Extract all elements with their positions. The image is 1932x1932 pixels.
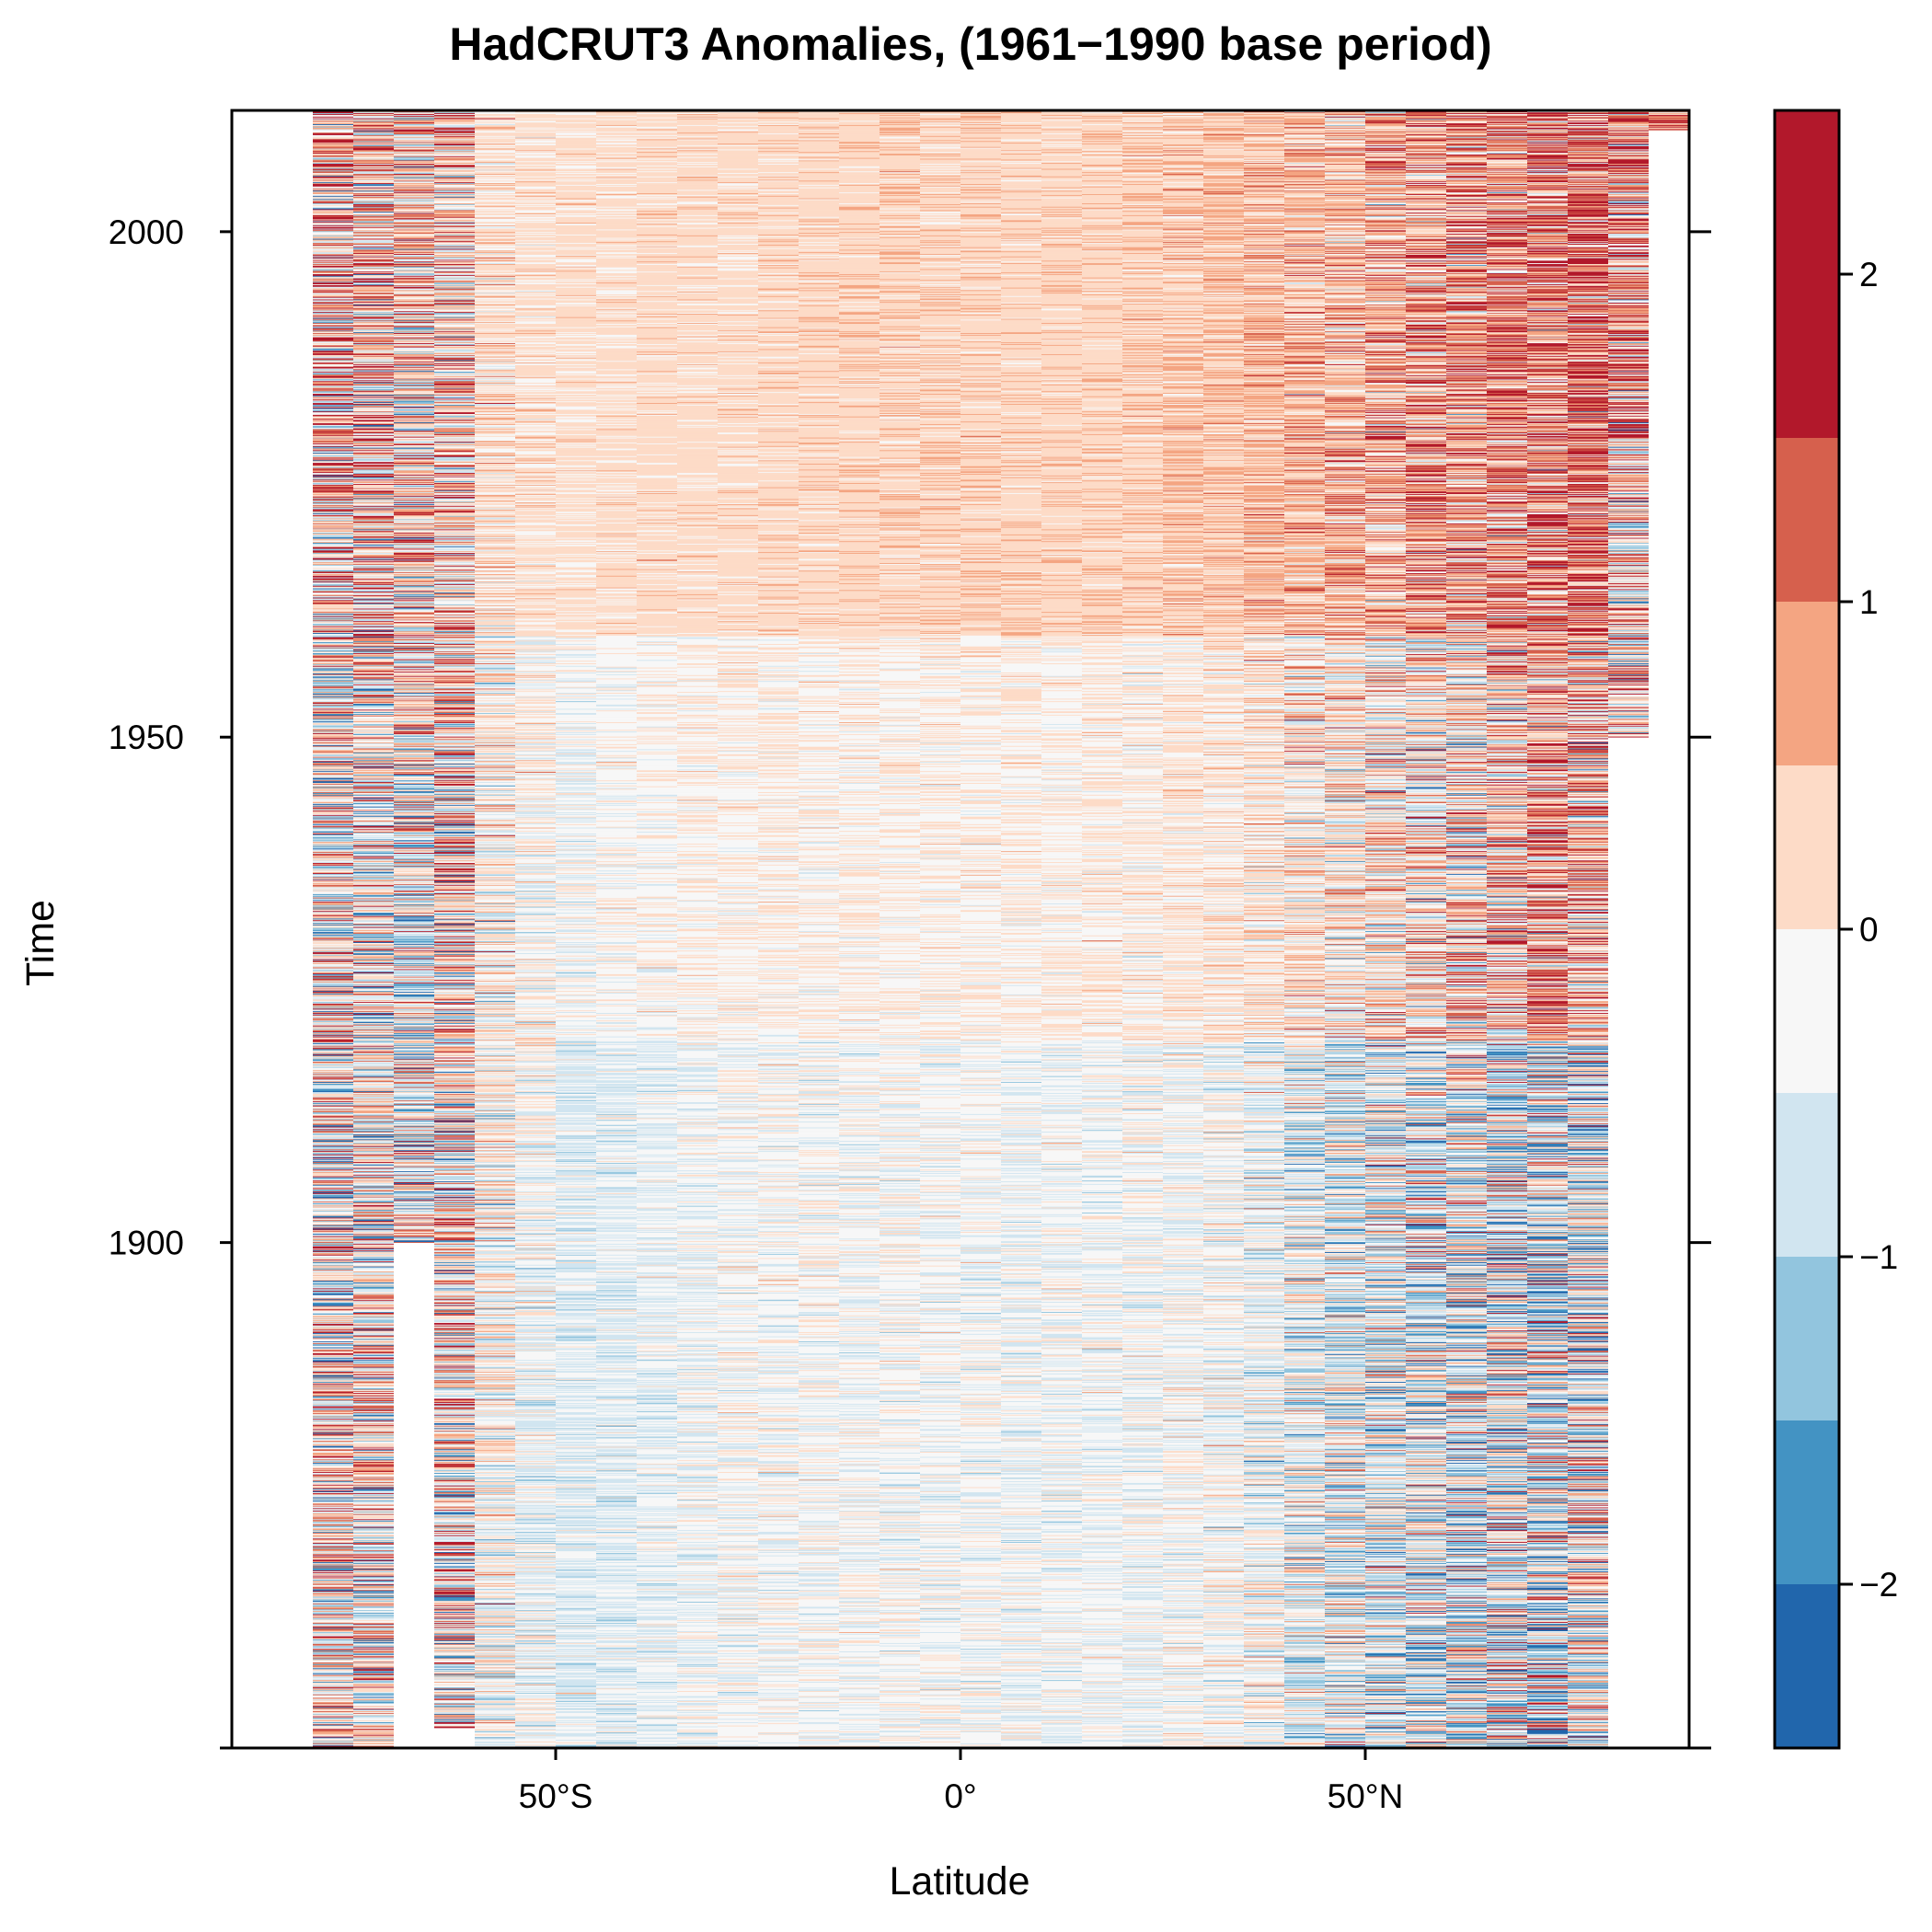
heatmap-layer <box>313 110 1689 1748</box>
heatmap-band <box>353 110 394 1748</box>
chart-title: HadCRUT3 Anomalies, (1961−1990 base peri… <box>449 18 1491 70</box>
heatmap-band <box>313 110 353 1748</box>
